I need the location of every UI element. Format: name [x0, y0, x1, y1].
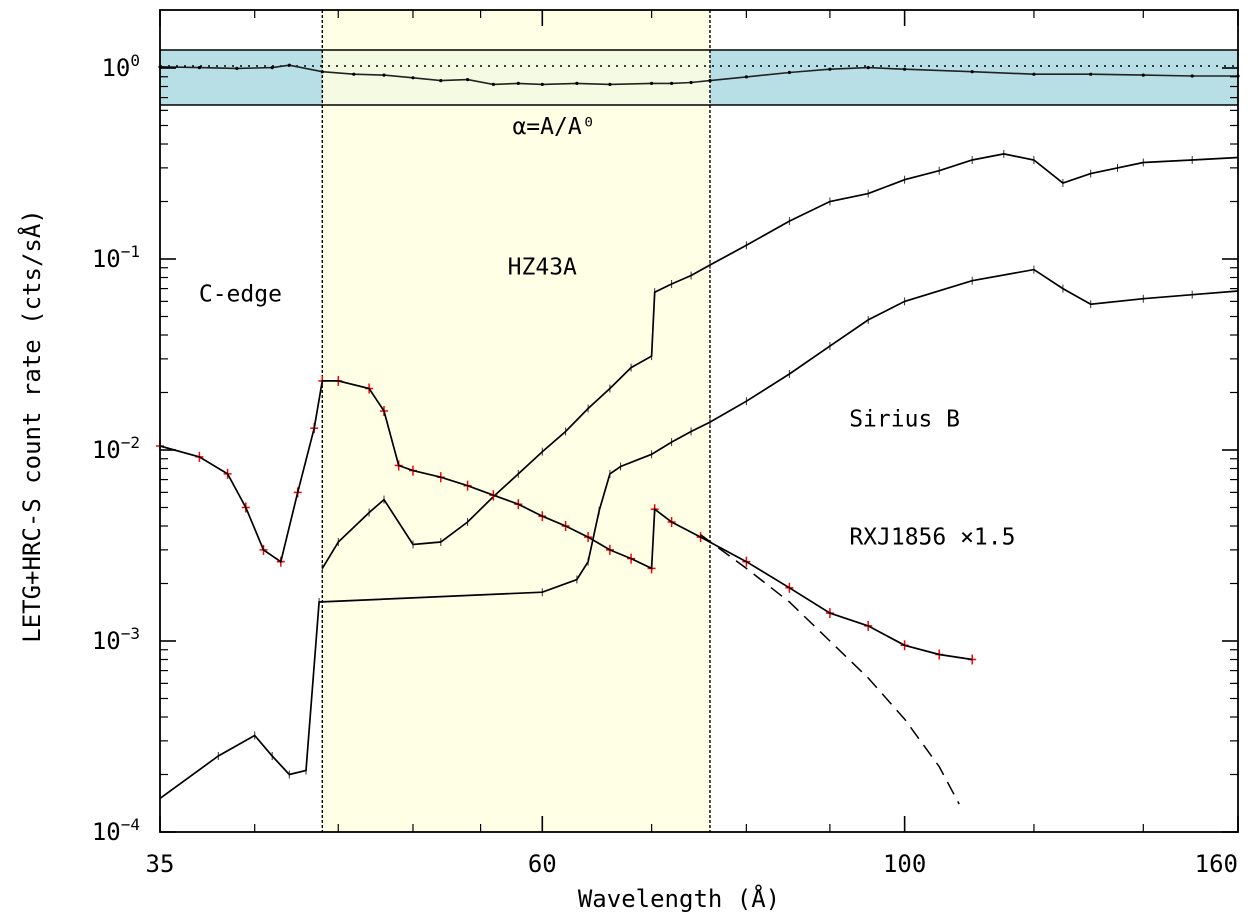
ratio-point [235, 66, 239, 70]
ratio-point [270, 66, 274, 70]
ratio-label: α=A/A⁰ [512, 114, 595, 140]
series-line [321, 153, 1239, 569]
ratio-point [903, 67, 907, 71]
y-tick-label-base: 10 [101, 54, 130, 82]
x-tick-label: 100 [883, 850, 926, 878]
ratio-point [787, 70, 792, 75]
ratio-point [352, 72, 356, 76]
series-group [159, 265, 1239, 803]
ratio-point [689, 80, 693, 85]
y-tick-label: 10−3 [92, 624, 140, 655]
ratio-point [608, 82, 612, 86]
axis-layer [159, 9, 1239, 833]
plot-frame [159, 9, 1239, 833]
ratio-point [575, 81, 579, 85]
ratio-point [1089, 72, 1093, 76]
ratio-point [1141, 73, 1145, 77]
ratio-point [744, 75, 749, 79]
series-layer [156, 63, 1240, 805]
ratio-point [287, 63, 291, 67]
y-tick-label: 10−4 [92, 815, 140, 846]
series-group [156, 375, 977, 665]
ratio-point [670, 81, 674, 85]
x-tick-label: 60 [528, 850, 557, 878]
y-tick-label-exponent: −3 [121, 624, 140, 643]
y-tick-label: 100 [101, 51, 140, 82]
ratio-point [970, 70, 974, 74]
ratio-point [491, 82, 495, 86]
y-tick-label-base: 10 [92, 627, 121, 655]
y-tick-label-base: 10 [92, 818, 121, 846]
x-tick-label: 160 [1195, 850, 1238, 878]
ratio-point [320, 70, 324, 74]
series-line [159, 268, 1239, 800]
x-axis-title: Wavelength (Å) [578, 884, 780, 913]
ratio-point [828, 67, 832, 71]
background-layer [160, 10, 1238, 832]
annotation-label: HZ43A [508, 255, 577, 281]
annotation-label: C-edge [199, 281, 282, 307]
annotation-label: RXJ1856 ×1.5 [849, 525, 1015, 551]
ratio-point [1032, 72, 1036, 76]
model-extrapolation-line [700, 534, 960, 805]
y-axis-title: LETG+HRC-S count rate (cts/sÅ) [17, 209, 46, 642]
ratio-point [708, 79, 712, 83]
y-tick-label-exponent: −1 [121, 242, 140, 261]
x-tick-label: 35 [146, 850, 175, 878]
ratio-point [197, 66, 201, 70]
ratio-point [466, 78, 470, 82]
ratio-point [650, 81, 654, 85]
y-tick-label-base: 10 [92, 245, 121, 273]
ratio-point [411, 76, 415, 80]
y-tick-label: 10−1 [92, 242, 140, 273]
ratio-point [1190, 74, 1194, 78]
annotation-label: Sirius B [849, 406, 960, 432]
y-tick-label-exponent: −2 [121, 433, 140, 452]
y-tick-label-exponent: −4 [121, 815, 140, 834]
ratio-point [516, 81, 520, 85]
ratio-point [540, 82, 544, 86]
ratio-point [439, 79, 443, 83]
ratio-point [382, 73, 386, 77]
y-tick-label-exponent: 0 [130, 51, 140, 70]
ratio-point [866, 66, 870, 70]
series-line [159, 380, 973, 661]
y-tick-label-base: 10 [92, 436, 121, 464]
y-tick-label: 10−2 [92, 433, 140, 464]
